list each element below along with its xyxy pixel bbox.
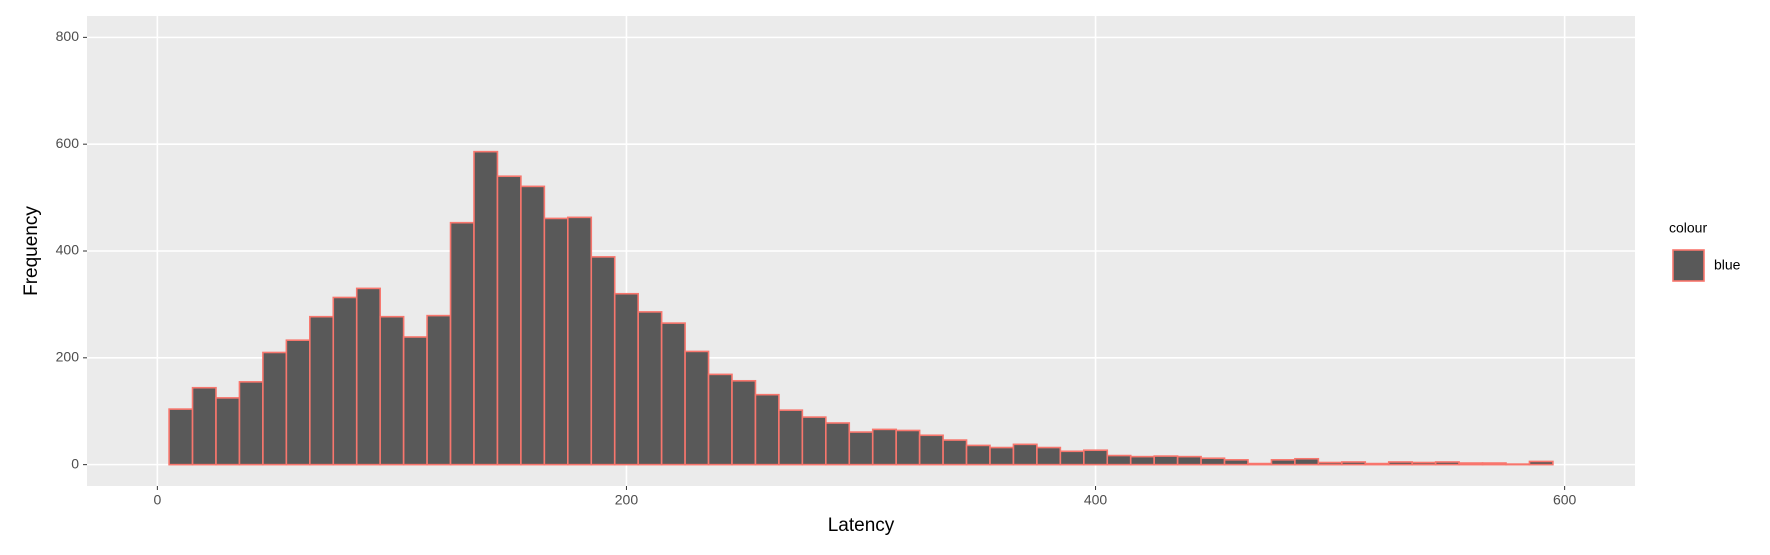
bar <box>1012 443 1038 466</box>
bar <box>590 256 616 466</box>
bar <box>1129 455 1155 466</box>
bar <box>754 393 780 466</box>
bar <box>613 292 639 466</box>
bar <box>1247 462 1273 466</box>
bar <box>332 296 358 466</box>
bar <box>707 373 733 466</box>
bar <box>1176 455 1202 466</box>
bar <box>520 185 546 466</box>
x-tick-label: 600 <box>1553 492 1577 508</box>
bar <box>1036 446 1062 466</box>
bar <box>895 429 921 466</box>
bar <box>871 428 897 466</box>
bar <box>309 315 335 466</box>
bar <box>1458 462 1484 466</box>
bar <box>801 416 827 466</box>
bar <box>379 315 405 466</box>
y-tick-label: 400 <box>56 242 80 258</box>
y-axis-title: Frequency <box>21 206 42 296</box>
y-tick-label: 600 <box>56 135 80 151</box>
x-tick-label: 400 <box>1084 492 1108 508</box>
bar <box>989 446 1015 466</box>
bar <box>1200 457 1226 466</box>
bar <box>215 397 241 466</box>
bar <box>825 422 851 466</box>
bar <box>684 350 710 466</box>
legend-label: blue <box>1714 257 1741 273</box>
bar <box>1294 457 1320 466</box>
bar <box>1364 462 1390 466</box>
bar <box>731 379 757 466</box>
bar <box>1411 461 1437 466</box>
bar <box>1434 461 1460 466</box>
bar <box>1270 459 1296 466</box>
bar <box>778 409 804 466</box>
bar <box>449 221 475 466</box>
bar <box>918 434 944 466</box>
bar <box>168 408 194 466</box>
bar <box>942 439 968 466</box>
bar <box>402 336 428 466</box>
bar <box>567 216 593 466</box>
bar <box>238 381 264 466</box>
bar <box>191 386 217 466</box>
y-tick-label: 200 <box>56 349 80 365</box>
bar <box>1153 455 1179 466</box>
bar <box>1387 461 1413 466</box>
bar <box>1528 460 1554 466</box>
x-tick-label: 0 <box>153 492 161 508</box>
legend-title: colour <box>1669 220 1707 236</box>
y-tick-label: 800 <box>56 28 80 44</box>
bar <box>1505 463 1531 466</box>
bar <box>660 322 686 466</box>
bar <box>848 431 874 466</box>
bar <box>1481 462 1507 466</box>
bar <box>1106 454 1132 466</box>
bar <box>637 311 663 466</box>
bar <box>496 175 522 466</box>
bar <box>1223 459 1249 466</box>
bar <box>543 217 569 466</box>
bar <box>426 314 452 466</box>
bar <box>1341 461 1367 466</box>
x-axis-title: Latency <box>828 515 895 536</box>
bar <box>1083 449 1109 466</box>
legend-key <box>1672 249 1705 282</box>
x-tick-label: 200 <box>615 492 639 508</box>
bar <box>1317 461 1343 466</box>
y-tick-label: 0 <box>71 455 79 471</box>
bar <box>355 287 381 466</box>
bar <box>285 339 311 466</box>
bar <box>965 444 991 466</box>
bar <box>1059 450 1085 466</box>
bar <box>473 150 499 466</box>
bar <box>262 351 288 466</box>
